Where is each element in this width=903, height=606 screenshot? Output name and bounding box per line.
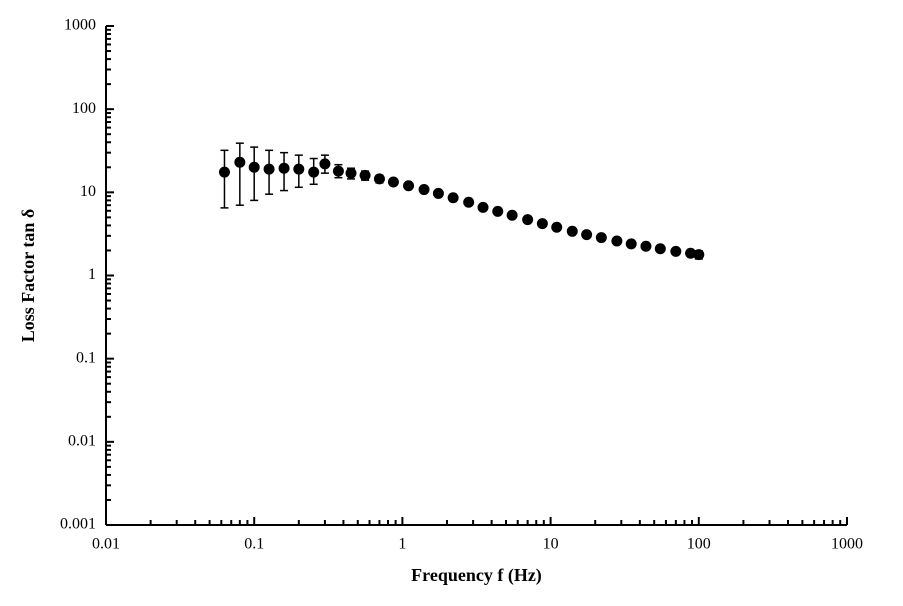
- y-tick-label: 100: [72, 100, 96, 117]
- data-point: [655, 243, 666, 254]
- data-point: [219, 167, 230, 178]
- data-point: [537, 218, 548, 229]
- data-point: [693, 249, 704, 260]
- data-point: [249, 162, 260, 173]
- y-tick-label: 1: [88, 266, 96, 283]
- y-tick-label: 0.01: [68, 433, 96, 450]
- loss-factor-chart: 0.01 0.1 1 10 100 1000 0.001 0.01 0.1 1 10 100 1000 F…: [0, 0, 903, 606]
- x-tick-label: 1000: [831, 536, 863, 553]
- chart-container: 0.01 0.1 1 10 100 1000 0.001 0.01 0.1 1 10 100 1000 F…: [0, 0, 903, 606]
- x-tick-label: 10: [543, 536, 559, 553]
- y-tick-label: 10: [80, 183, 96, 200]
- data-point: [522, 214, 533, 225]
- data-point: [374, 173, 385, 184]
- y-tick-label: 1000: [64, 17, 96, 34]
- data-point: [433, 188, 444, 199]
- data-point: [596, 232, 607, 243]
- data-point: [264, 164, 275, 175]
- data-point: [403, 180, 414, 191]
- data-point: [448, 192, 459, 203]
- data-point: [492, 206, 503, 217]
- data-point: [640, 241, 651, 252]
- data-point: [670, 246, 681, 257]
- data-point: [234, 157, 245, 168]
- data-point: [346, 168, 357, 179]
- data-point: [626, 238, 637, 249]
- data-point: [551, 222, 562, 233]
- x-axis-label: Frequency f (Hz): [411, 565, 542, 586]
- x-tick-label: 0.1: [244, 536, 264, 553]
- data-point: [308, 167, 319, 178]
- x-tick-label: 0.01: [92, 536, 120, 553]
- data-point: [463, 197, 474, 208]
- x-tick-label: 100: [687, 536, 711, 553]
- data-point: [319, 158, 330, 169]
- data-point: [279, 163, 290, 174]
- y-tick-label: 0.001: [60, 516, 96, 533]
- x-tick-label: 1: [398, 536, 406, 553]
- data-point: [333, 166, 344, 177]
- data-point: [478, 202, 489, 213]
- data-point: [388, 177, 399, 188]
- data-points: [219, 157, 704, 260]
- data-point: [581, 229, 592, 240]
- y-axis-label: Loss Factor tan δ: [18, 209, 38, 343]
- x-major-ticks: [106, 517, 847, 525]
- data-point: [360, 170, 371, 181]
- data-point: [293, 164, 304, 175]
- data-point: [507, 210, 518, 221]
- data-point: [567, 226, 578, 237]
- y-tick-label: 0.1: [76, 349, 96, 366]
- data-point: [419, 184, 430, 195]
- data-point: [611, 235, 622, 246]
